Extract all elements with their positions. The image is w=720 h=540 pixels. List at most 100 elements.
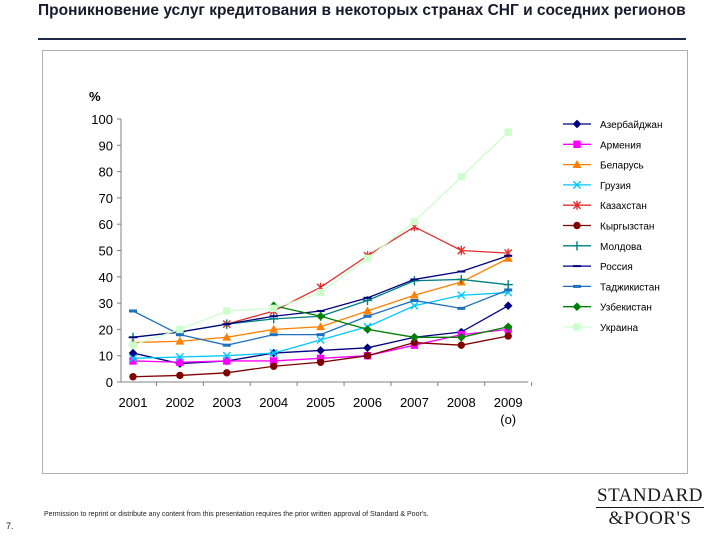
data-point xyxy=(222,332,232,341)
legend-marker xyxy=(572,180,582,189)
y-tick-label: 50 xyxy=(99,244,113,259)
series-line-10 xyxy=(273,305,509,338)
data-point xyxy=(175,336,185,345)
x-tick-label: 2001 xyxy=(119,395,148,410)
y-tick-label: 90 xyxy=(99,138,113,153)
data-point xyxy=(503,301,513,311)
data-point xyxy=(316,335,325,345)
data-point xyxy=(129,309,137,313)
y-tick-label: 20 xyxy=(99,322,113,337)
data-point xyxy=(176,358,184,366)
data-point xyxy=(410,332,419,342)
legend-marker xyxy=(573,221,581,230)
x-tick-label: 2009 xyxy=(494,395,523,410)
legend-label: Грузия xyxy=(600,181,631,192)
data-point xyxy=(457,306,466,310)
data-point xyxy=(269,324,279,333)
x-tick-sublabel: (о) xyxy=(500,412,516,427)
data-point xyxy=(270,304,278,313)
y-tick-label: 30 xyxy=(99,296,113,311)
data-point xyxy=(503,322,513,332)
legend-label: Молдова xyxy=(600,242,642,253)
data-point xyxy=(410,298,419,302)
data-point xyxy=(316,358,325,366)
data-point xyxy=(457,291,466,300)
legend-marker xyxy=(572,119,582,129)
legend-label: Азербайджан xyxy=(600,119,663,131)
y-tick-label: 0 xyxy=(106,375,113,390)
data-point xyxy=(456,332,466,342)
data-point xyxy=(128,354,138,363)
data-point xyxy=(129,341,137,349)
data-point xyxy=(222,351,231,360)
x-tick-label: 2008 xyxy=(447,395,476,410)
data-point xyxy=(176,325,184,334)
y-tick-label: 40 xyxy=(99,270,113,285)
data-point xyxy=(363,325,372,334)
data-point xyxy=(223,357,231,365)
y-tick-label: 100 xyxy=(91,112,113,127)
data-point xyxy=(363,306,372,315)
permission-note: Permission to reprint or distribute any … xyxy=(44,511,429,518)
legend-marker xyxy=(572,200,582,210)
data-point xyxy=(504,332,512,340)
chart-frame: 0 10 20 30 40 50 60 70 80 90 100% 2001 2002 2003 2004 2… xyxy=(42,50,688,474)
data-point xyxy=(363,352,372,360)
logo-line-2: &POOR'S xyxy=(608,508,692,529)
x-tick-label: 2004 xyxy=(259,395,288,410)
logo-line-1: STANDARD xyxy=(597,485,703,506)
legend-marker xyxy=(573,323,581,331)
page-number: 7. xyxy=(6,521,14,531)
data-point xyxy=(129,373,137,381)
slide-title: Проникновение услуг кредитования в некот… xyxy=(38,2,686,19)
line-chart: 0 10 20 30 40 50 60 70 80 90 100% 2001 2002 2003 2004 2… xyxy=(89,89,663,427)
data-point xyxy=(269,348,278,358)
data-point xyxy=(270,362,278,370)
data-point xyxy=(504,128,512,136)
data-point xyxy=(409,290,419,299)
data-point xyxy=(316,288,325,297)
data-point xyxy=(503,280,513,290)
x-tick-label: 2006 xyxy=(353,395,382,410)
legend-label: Кыргызстан xyxy=(600,222,654,233)
data-point xyxy=(363,314,372,318)
data-point xyxy=(222,343,231,347)
data-point xyxy=(503,253,513,262)
x-tick-label: 2007 xyxy=(400,395,429,410)
standard-poors-logo: STANDARD &POOR'S xyxy=(594,486,706,529)
x-tick-label: 2003 xyxy=(212,395,241,410)
data-point xyxy=(457,341,465,349)
data-point xyxy=(176,371,184,380)
data-point xyxy=(175,333,184,337)
data-point xyxy=(175,352,184,362)
x-tick-label: 2002 xyxy=(165,395,194,410)
y-tick-label: 80 xyxy=(99,165,113,180)
data-point xyxy=(128,348,138,358)
legend-marker xyxy=(573,284,581,288)
logo-divider xyxy=(596,507,704,508)
legend-marker xyxy=(572,241,582,251)
data-point xyxy=(363,254,372,263)
data-point xyxy=(504,288,513,292)
y-tick-label: 60 xyxy=(99,217,113,232)
data-point xyxy=(269,333,278,337)
y-tick-label: 70 xyxy=(99,191,113,206)
legend-label: Таджикистан xyxy=(600,282,660,293)
legend-marker xyxy=(573,140,581,148)
y-tick-label: 10 xyxy=(99,349,113,364)
data-point xyxy=(456,274,466,285)
data-point xyxy=(457,173,466,181)
x-tick-label: 2005 xyxy=(306,395,335,410)
data-point xyxy=(457,245,466,256)
legend-label: Узбекистан xyxy=(600,302,652,314)
data-point xyxy=(316,322,326,331)
data-point xyxy=(223,307,231,315)
legend-label: Казахстан xyxy=(600,201,647,212)
data-point xyxy=(316,311,325,321)
data-point xyxy=(410,217,419,226)
legend-label: Беларусь xyxy=(600,161,644,172)
legend-marker xyxy=(572,159,582,168)
legend-label: Украина xyxy=(600,323,639,334)
data-point xyxy=(363,343,372,353)
legend-label: Армения xyxy=(600,140,641,151)
